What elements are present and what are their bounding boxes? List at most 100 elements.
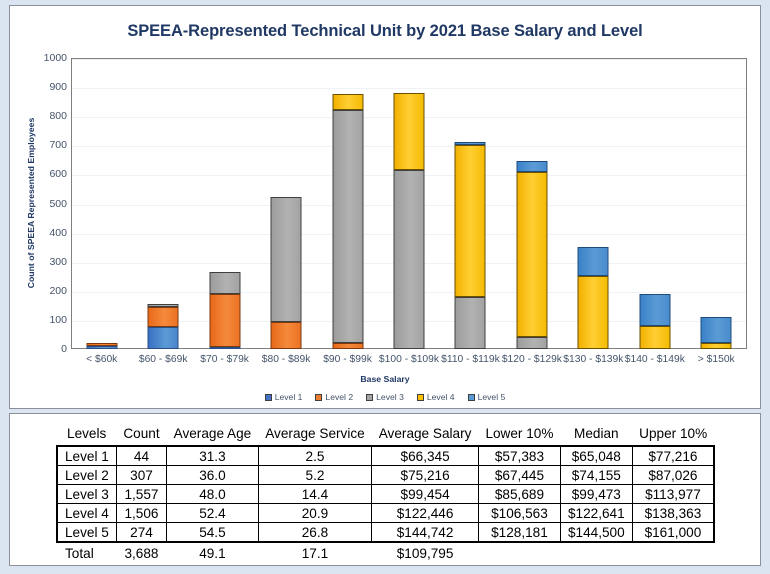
bar-segment-level-4[interactable]: [393, 92, 425, 171]
bar-segment-level-3[interactable]: [516, 337, 548, 349]
stats-table: Levels Count Average Age Average Service Ave…: [55, 424, 716, 563]
x-tick-label: $140 - $149k: [624, 354, 685, 365]
bar-segment-level-5[interactable]: [577, 247, 609, 277]
table-cell: [560, 542, 632, 563]
y-tick-label: 300: [49, 255, 67, 268]
bar-stack[interactable]: [577, 247, 609, 349]
table-total-row: Total 3,688 49.1 17.1 $109,795: [57, 542, 714, 563]
bar-stack[interactable]: [393, 92, 425, 349]
x-tick-label: < $60k: [86, 354, 118, 365]
table-cell: 3,688: [124, 546, 159, 561]
bar-group[interactable]: [686, 58, 747, 349]
bar-segment-level-3[interactable]: [393, 170, 425, 349]
table-cell: 1,557: [115, 484, 168, 504]
gridline: [72, 88, 746, 90]
bar-stack[interactable]: [639, 293, 671, 349]
table-cell: 307: [115, 465, 168, 485]
bar-segment-level-5[interactable]: [516, 161, 548, 172]
table-cell: $77,216: [631, 445, 716, 466]
bar-group[interactable]: [317, 58, 378, 349]
bar-group[interactable]: [378, 58, 439, 349]
bar-group[interactable]: [501, 58, 562, 349]
y-tick-label: 1000: [43, 52, 67, 64]
bar-segment-level-3[interactable]: [454, 296, 486, 349]
table-column-header: Count: [123, 426, 160, 441]
bar-segment-level-5[interactable]: [639, 293, 671, 327]
y-tick-label: 600: [49, 168, 67, 181]
bar-segment-level-2[interactable]: [332, 342, 364, 349]
table-cell: $57,383: [477, 445, 561, 466]
legend-item[interactable]: Level 2: [315, 392, 353, 402]
table-cell: 48.0: [166, 484, 259, 504]
bar-segment-level-4[interactable]: [516, 171, 548, 338]
bar-stack[interactable]: [516, 161, 548, 349]
bar-group[interactable]: [132, 58, 193, 349]
bar-stack[interactable]: [454, 142, 486, 349]
table-cell: $67,445: [477, 465, 561, 485]
table-row: Level 2 307 36.0 5.2 $75,216 $67,445 $74,155 $8…: [55, 465, 716, 485]
y-tick-label: 500: [49, 197, 67, 210]
table-cell: 5.2: [257, 465, 373, 485]
bar-group[interactable]: [563, 58, 624, 349]
legend-item[interactable]: Level 5: [467, 392, 505, 402]
table-cell: Total: [65, 546, 94, 561]
bar-segment-level-2[interactable]: [147, 306, 179, 328]
bar-segment-level-4[interactable]: [332, 93, 364, 110]
x-tick-label: $110 - $119k: [441, 354, 500, 365]
bar-segment-level-5[interactable]: [700, 317, 732, 344]
legend-item[interactable]: Level 1: [264, 392, 302, 402]
bar-stack[interactable]: [209, 271, 241, 349]
bar-segment-level-1[interactable]: [86, 345, 118, 349]
table-cell: $128,181: [477, 522, 561, 543]
table-cell: $75,216: [371, 465, 479, 485]
bar-segment-level-1[interactable]: [147, 327, 179, 349]
y-axis-tick-labels: 0 100 200 300 400 500 600 700 800 900 1000: [19, 52, 67, 355]
bar-segment-level-4[interactable]: [454, 145, 486, 297]
bar-segment-level-2[interactable]: [86, 342, 118, 346]
bar-stack[interactable]: [700, 317, 732, 349]
bar-group[interactable]: [440, 58, 501, 349]
bar-segment-level-1[interactable]: [209, 346, 241, 349]
bar-group[interactable]: [71, 58, 132, 349]
legend-swatch-icon: [366, 393, 374, 401]
table-column-header: Lower 10%: [485, 426, 554, 441]
bar-segment-level-2[interactable]: [270, 321, 302, 349]
x-tick-label: $100 - $109k: [378, 354, 440, 365]
bars-layer: [71, 58, 747, 349]
table-row: Level 1 44 31.3 2.5 $66,345 $57,383 $65,048 $77…: [55, 445, 716, 466]
bar-segment-level-3[interactable]: [270, 197, 302, 322]
bar-group[interactable]: [194, 58, 255, 349]
bar-segment-level-4[interactable]: [639, 326, 671, 349]
table-cell: 49.1: [199, 546, 226, 561]
bar-group[interactable]: [255, 58, 316, 349]
bar-group[interactable]: [624, 58, 685, 349]
bar-segment-level-4[interactable]: [700, 343, 732, 349]
table-cell: Level 4: [55, 503, 117, 523]
bar-segment-level-3[interactable]: [209, 271, 241, 294]
table-cell: 1,506: [115, 503, 168, 523]
legend-swatch-icon: [264, 393, 272, 401]
chart-panel: SPEEA-Represented Technical Unit by 2021…: [9, 5, 761, 409]
bar-segment-level-4[interactable]: [577, 276, 609, 349]
y-tick-label: 800: [49, 110, 67, 123]
bar-segment-level-3[interactable]: [147, 303, 179, 307]
y-tick-label: 0: [61, 343, 67, 355]
bar-segment-level-5[interactable]: [454, 142, 486, 146]
bar-stack[interactable]: [147, 303, 179, 349]
bar-stack[interactable]: [86, 342, 118, 349]
table-cell: $113,977: [631, 484, 716, 504]
bar-stack[interactable]: [332, 93, 364, 349]
x-tick-label: $60 - $69k: [138, 354, 188, 365]
table-cell: $66,345: [371, 445, 479, 466]
table-cell: 52.4: [166, 503, 259, 523]
bar-segment-level-3[interactable]: [332, 109, 364, 343]
y-tick-label: 900: [49, 81, 67, 94]
bar-stack[interactable]: [270, 197, 302, 349]
legend-item[interactable]: Level 4: [416, 392, 455, 402]
legend-item[interactable]: Level 3: [366, 392, 404, 402]
table-cell: $74,155: [559, 465, 633, 485]
bar-segment-level-2[interactable]: [209, 293, 241, 347]
table-column-header: Upper 10%: [639, 426, 708, 441]
table-cell: 26.8: [257, 522, 373, 543]
